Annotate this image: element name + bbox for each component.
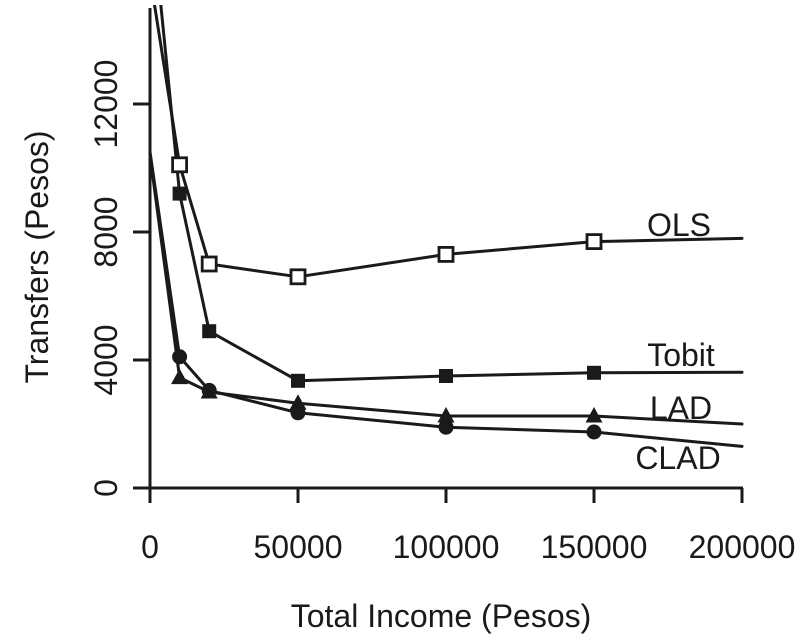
marker-filled-circle-clad (586, 424, 602, 440)
marker-filled-square-tobit (202, 324, 217, 339)
marker-filled-square-tobit (291, 373, 305, 388)
marker-open-square-ols (200, 255, 218, 273)
y-tick-label: 12000 (88, 60, 124, 149)
series-line-tobit (159, 5, 744, 383)
x-tick-label: 100000 (393, 529, 500, 565)
marker-open-square-ols (289, 268, 307, 286)
marker-filled-triangle-lad (289, 394, 307, 410)
marker-filled-square-tobit (587, 365, 601, 380)
marker-filled-circle-clad (290, 405, 306, 421)
y-axis-title: Transfers (Pesos) (19, 130, 55, 383)
marker-filled-circle-clad (172, 349, 188, 365)
marker-open-square-ols (437, 245, 455, 263)
axes: 0 50000 100000 150000 200000 0 4000 8000 12000 (88, 8, 795, 565)
x-tick-label: 200000 (689, 529, 796, 565)
y-tick-label: 4000 (88, 324, 124, 395)
marker-filled-triangle-lad (437, 407, 455, 423)
marker-filled-circle-clad (201, 382, 217, 398)
marker-filled-circle-clad (438, 419, 454, 435)
marker-filled-square-tobit (439, 369, 453, 383)
x-axis-title: Total Income (Pesos) (291, 598, 592, 634)
marker-open-square-ols (171, 156, 189, 174)
x-tick-label: 150000 (541, 529, 648, 565)
x-tick-label: 0 (141, 529, 159, 565)
series-label-clad: CLAD (635, 440, 720, 476)
marker-open-square-ols (585, 233, 603, 251)
x-tick-label: 50000 (254, 529, 343, 565)
y-tick-label: 0 (88, 479, 124, 497)
marker-filled-square-tobit (172, 186, 187, 201)
y-tick-label: 8000 (88, 196, 124, 267)
marker-filled-triangle-lad (585, 407, 603, 423)
series-line-lad (148, 153, 744, 426)
marker-filled-triangle-lad (171, 368, 189, 385)
series-label-lad: LAD (650, 390, 712, 426)
series-label-tobit: Tobit (647, 337, 715, 373)
series-label-ols: OLS (647, 207, 711, 243)
series-markers (171, 156, 603, 440)
